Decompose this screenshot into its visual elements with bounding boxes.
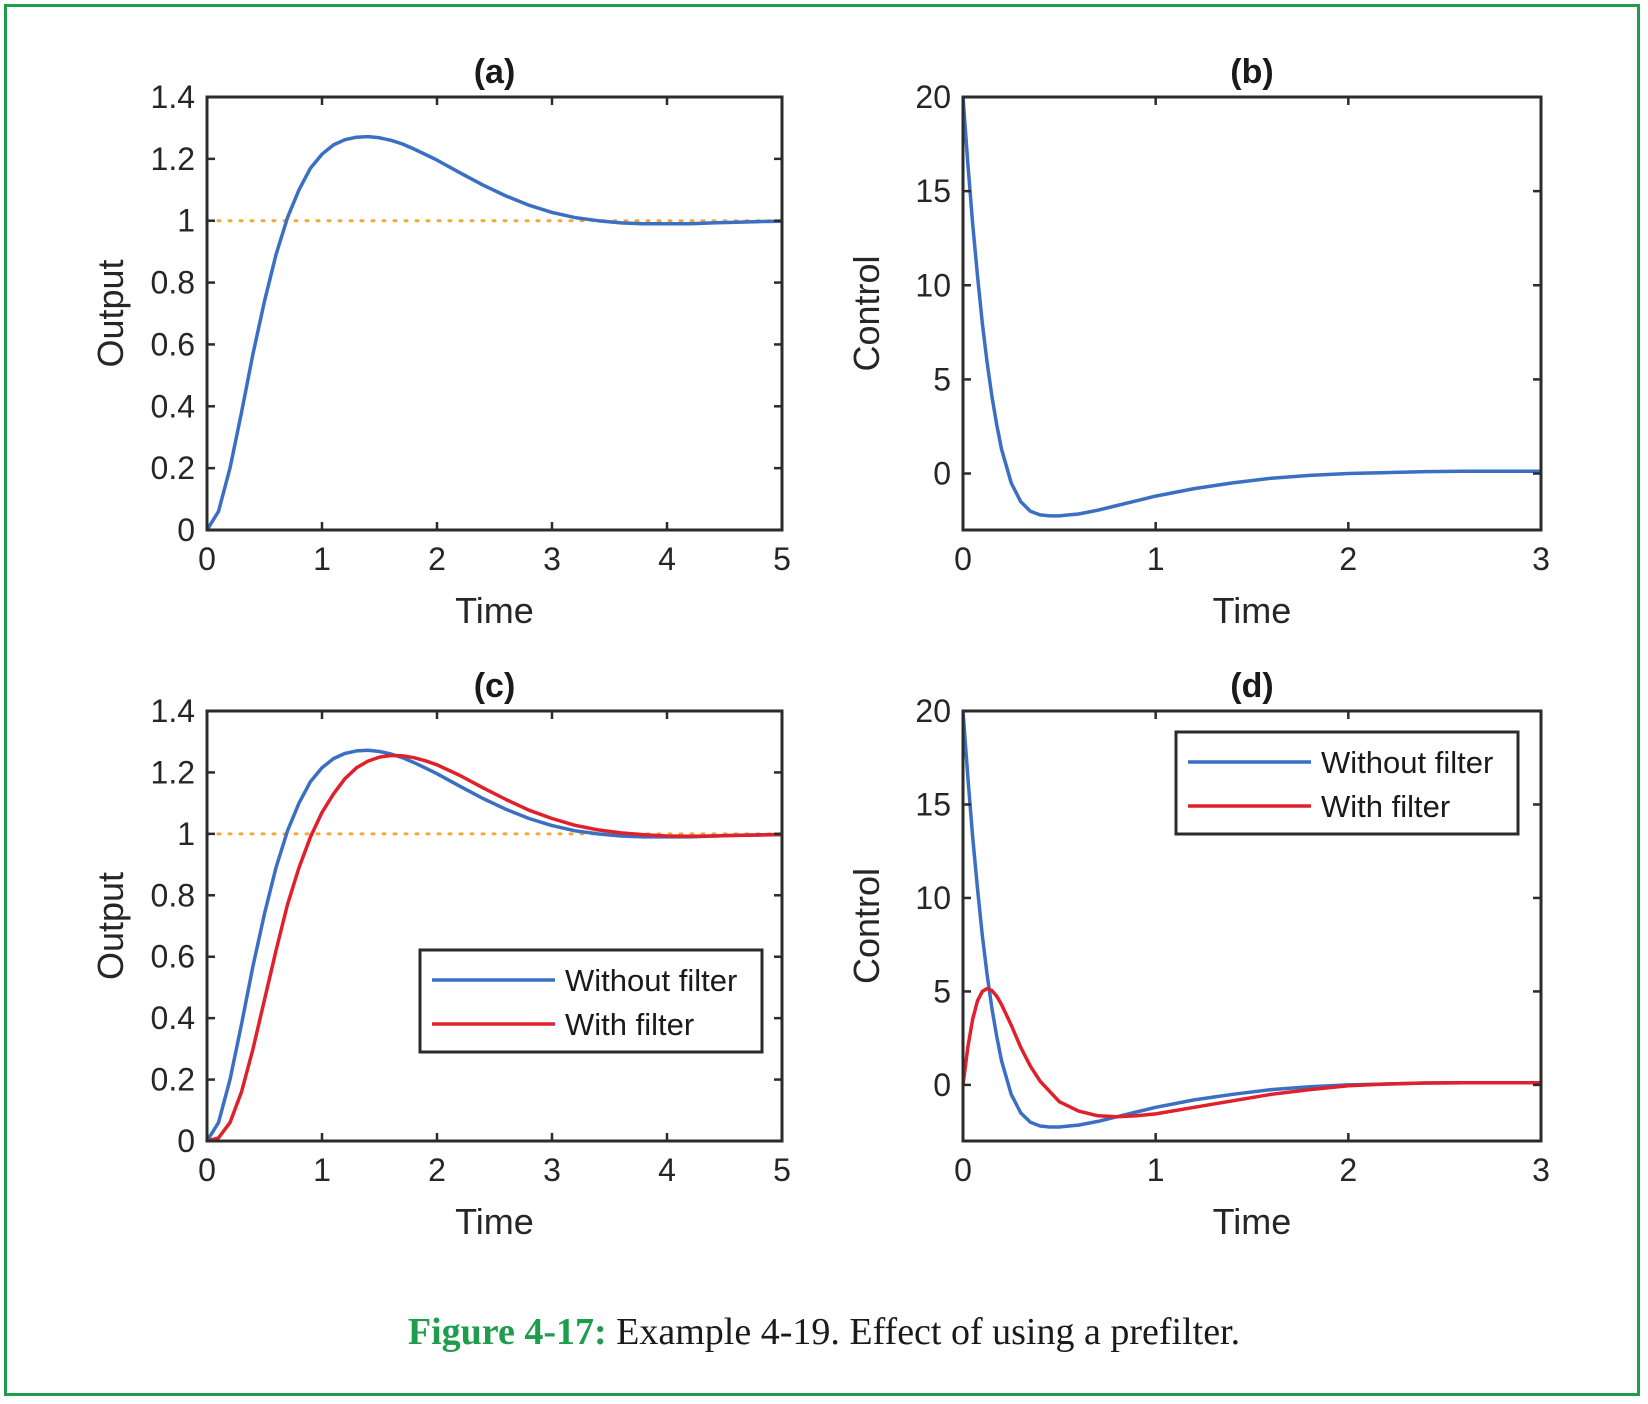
- series-line-without-filter: [963, 97, 1541, 518]
- x-tick-label: 2: [428, 541, 446, 577]
- x-tick-label: 1: [1147, 541, 1165, 577]
- panel-title: (c): [474, 667, 516, 705]
- series-group: [963, 97, 1541, 518]
- y-axis-label: Output: [90, 872, 131, 980]
- y-tick-label: 0.2: [151, 1062, 195, 1098]
- y-tick-label: 0: [933, 456, 951, 492]
- y-tick-label: 5: [933, 361, 951, 397]
- y-tick-label: 0.4: [151, 388, 195, 424]
- legend: Without filter With filter: [1174, 730, 1520, 836]
- y-tick-label: 0: [933, 1067, 951, 1103]
- y-tick-label: 0: [177, 512, 195, 548]
- y-tick-label: 0: [177, 1123, 195, 1159]
- y-tick-label: 0.8: [151, 265, 195, 301]
- x-tick-label: 2: [428, 1152, 446, 1188]
- y-tick-label: 20: [915, 79, 951, 115]
- y-tick-label: 10: [915, 267, 951, 303]
- y-tick-label: 15: [915, 786, 951, 822]
- axes-box: [205, 95, 784, 532]
- y-tick-label: 0.6: [151, 939, 195, 975]
- x-axis-label: Time: [455, 1201, 534, 1242]
- panel-title: (a): [474, 53, 516, 91]
- y-tick-label: 1: [177, 203, 195, 239]
- chart-panel-a: 0 1 2 3 4 5 0 0.2 0.4 0.6 0.8 1 1.2 1.4 (a) Time Output: [90, 53, 791, 631]
- y-tick-label: 1: [177, 816, 195, 852]
- y-tick-label: 0.2: [151, 450, 195, 486]
- x-tick-label: 0: [954, 1152, 972, 1188]
- series-line-without-filter: [207, 748, 782, 1141]
- x-tick-label: 1: [313, 1152, 331, 1188]
- chart-panel-d: 0 1 2 3 0 5 10 15 20 (d) Time Control Without filter…: [846, 667, 1550, 1242]
- series-group: [207, 134, 782, 530]
- y-tick-label: 0.8: [151, 877, 195, 913]
- x-tick-label: 1: [1147, 1152, 1165, 1188]
- x-tick-label: 0: [198, 1152, 216, 1188]
- series-group: [963, 711, 1541, 1129]
- x-tick-label: 0: [954, 541, 972, 577]
- y-tick-label: 0.6: [151, 326, 195, 362]
- axes-box: [961, 95, 1543, 532]
- y-tick-label: 15: [915, 173, 951, 209]
- legend-box: [1174, 730, 1520, 836]
- series-line-with-filter: [963, 986, 1541, 1119]
- x-axis-label: Time: [455, 590, 534, 631]
- y-axis-label: Control: [846, 868, 887, 984]
- x-axis-label: Time: [1213, 590, 1292, 631]
- axes-box: [205, 709, 784, 1143]
- legend-label: Without filter: [565, 963, 737, 998]
- x-tick-label: 3: [543, 541, 561, 577]
- chart-panel-b: 0 1 2 3 0 5 10 15 20 (b) Time Control: [846, 53, 1550, 631]
- x-tick-label: 3: [1532, 541, 1550, 577]
- y-tick-label: 1.2: [151, 141, 195, 177]
- y-tick-label: 1.2: [151, 754, 195, 790]
- y-tick-label: 20: [915, 693, 951, 729]
- x-axis-label: Time: [1213, 1201, 1292, 1242]
- series-line-with-filter: [207, 753, 782, 1141]
- figure-frame: [4, 4, 1640, 1396]
- legend-label: With filter: [1321, 789, 1450, 824]
- x-tick-label: 5: [773, 1152, 791, 1188]
- legend: Without filter With filter: [418, 948, 764, 1054]
- x-tick-label: 5: [773, 541, 791, 577]
- caption-text: Example 4-19. Effect of using a prefilte…: [616, 1311, 1241, 1353]
- x-tick-label: 4: [658, 541, 676, 577]
- y-tick-label: 0.4: [151, 1000, 195, 1036]
- x-tick-label: 2: [1339, 541, 1357, 577]
- panel-title: (b): [1230, 53, 1273, 91]
- legend-label: With filter: [565, 1007, 694, 1042]
- y-axis-label: Control: [846, 255, 887, 371]
- x-tick-label: 3: [1532, 1152, 1550, 1188]
- y-tick-label: 5: [933, 973, 951, 1009]
- y-tick-label: 10: [915, 880, 951, 916]
- x-tick-label: 2: [1339, 1152, 1357, 1188]
- axes-box: [961, 709, 1543, 1143]
- figure-caption: Figure 4-17: Example 4-19. Effect of usi…: [0, 1310, 1648, 1354]
- y-tick-label: 1.4: [151, 693, 195, 729]
- series-line-without-filter: [207, 134, 782, 530]
- x-tick-label: 4: [658, 1152, 676, 1188]
- figure-number: Figure 4-17:: [407, 1311, 607, 1353]
- legend-label: Without filter: [1321, 745, 1493, 780]
- x-tick-label: 3: [543, 1152, 561, 1188]
- y-tick-label: 1.4: [151, 79, 195, 115]
- chart-panel-c: 0 1 2 3 4 5 0 0.2 0.4 0.6 0.8 1 1.2 1.4 (c) Time Output W…: [90, 667, 791, 1242]
- panel-title: (d): [1230, 667, 1273, 705]
- legend-box: [418, 948, 764, 1054]
- series-group: [207, 748, 782, 1141]
- x-tick-label: 0: [198, 541, 216, 577]
- y-axis-label: Output: [90, 259, 131, 367]
- x-tick-label: 1: [313, 541, 331, 577]
